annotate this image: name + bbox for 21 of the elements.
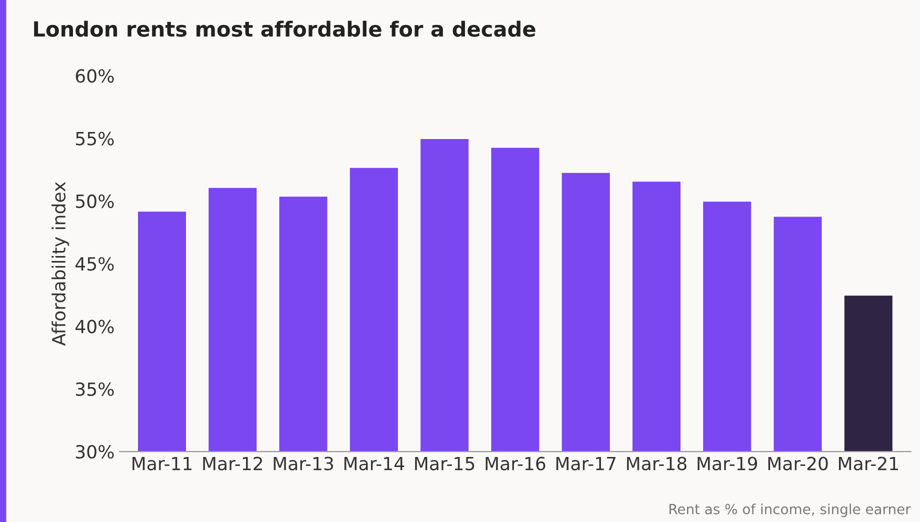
x-tick-label: Mar-13 bbox=[274, 456, 334, 470]
y-tick-label: 55% bbox=[76, 132, 114, 146]
x-tick-label: Mar-14 bbox=[344, 456, 404, 470]
x-tick-label: Mar-12 bbox=[203, 456, 262, 470]
x-tick-label: Mar-19 bbox=[698, 456, 758, 470]
y-axis-title: Affordability index bbox=[52, 182, 70, 346]
x-tick-label: Mar-16 bbox=[486, 456, 546, 470]
x-tick-label: Mar-15 bbox=[415, 456, 474, 470]
x-tick-label: Mar-17 bbox=[556, 456, 616, 470]
y-tick-label: 35% bbox=[76, 382, 114, 396]
y-tick-label: 45% bbox=[75, 257, 114, 271]
x-tick-label: Mar-11 bbox=[132, 456, 192, 470]
y-tick-label: 50% bbox=[76, 194, 114, 208]
y-tick-label: 60% bbox=[76, 69, 114, 83]
x-tick-label: Mar-21 bbox=[838, 456, 898, 470]
y-tick-label: 30% bbox=[76, 444, 114, 459]
text: Rent as % of income, single earner bbox=[670, 504, 911, 518]
x-tick-label: Mar-18 bbox=[627, 456, 686, 470]
chart-title: London rents most affordable for a decade bbox=[34, 20, 536, 37]
y-tick-label: 40% bbox=[75, 320, 114, 334]
x-tick-label: Mar-20 bbox=[768, 456, 828, 470]
